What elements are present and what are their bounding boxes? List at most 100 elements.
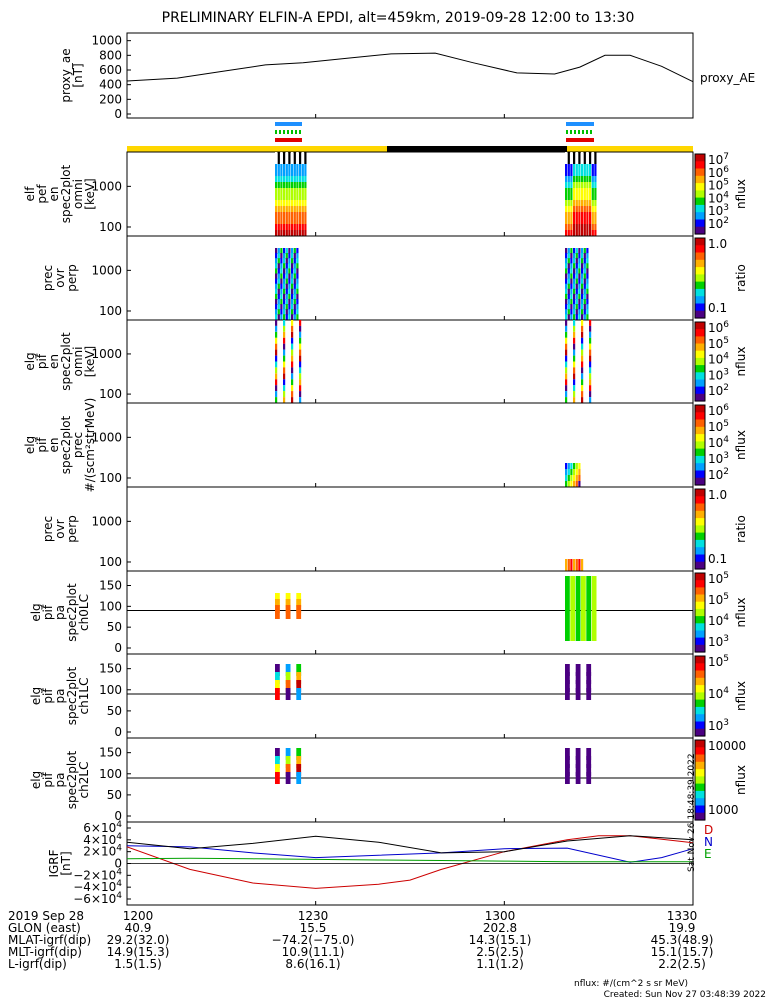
colorbar-swatch [695,212,705,221]
heatmap-cell [283,253,286,260]
colorbar-label: nflux [734,179,748,209]
igrf-legend-D: D [704,823,713,837]
heatmap-cell [301,224,304,230]
heatmap-cell [583,194,586,200]
heatmap-cell [280,170,283,176]
heatmap-cell [573,194,576,200]
heatmap-cell [291,206,294,212]
heatmap-cell [283,273,286,280]
heatmap-cell [567,176,570,182]
ephem-value: 8.6(16.1) [285,957,340,971]
heatmap-cell [589,170,592,176]
heatmap-cell [573,182,576,188]
heatmap-cell [565,397,568,403]
created-note: Created: Sun Nov 27 03:48:39 2022 [604,990,766,1000]
heatmap-cell [304,230,307,236]
heatmap-cell [293,253,296,260]
heatmap-cell [277,288,280,295]
heatmap-cell [275,361,278,368]
heatmap-cell [301,218,304,224]
heatmap-cell [578,469,581,475]
colorbar-swatch [695,190,705,199]
heatmap-cell [567,304,570,311]
heatmap-cell [581,212,584,218]
heatmap-cell [275,304,278,311]
heatmap-cell [586,615,592,628]
heatmap-cell [575,664,581,676]
heatmap-cell [570,589,576,602]
heatmap-cell [586,589,592,602]
colorbar-swatch [695,267,705,275]
colorbar-swatch [695,441,705,450]
ytick-label: 1000 [91,34,122,48]
colorbar-pa_ch0: 105 105 104 103 nflux [694,571,748,653]
heatmap-cell [296,273,299,280]
ylabel-line: proxy_ae [59,48,73,102]
heatmap-cell [586,288,589,295]
heatmap-cell [581,576,586,589]
heatmap-cell [285,176,288,182]
heatmap-cell [583,248,586,254]
colorbar-swatch [695,573,705,581]
colorbar-frame [694,488,706,570]
heatmap-cell [583,278,586,285]
heatmap-cell [285,283,288,290]
heatmap-cell [565,469,568,475]
heatmap-cell [275,164,278,170]
heatmap-cell [589,331,592,338]
heatmap-cell [275,176,278,182]
heatmap-cell [293,212,296,218]
heatmap-cell [301,212,304,218]
heatmap-cell [296,176,299,182]
heatmap-cell [275,320,278,326]
heatmap-cell [277,278,280,285]
quality-bar-green [287,130,289,134]
heatmap-cell [586,182,589,188]
heatmap-cell [277,230,280,236]
heatmap-cell [589,188,592,194]
colorbar-swatch [695,426,705,435]
colorbar-tick: 1000 [708,803,739,817]
ephem-value: 45.3(48.9) [651,933,714,947]
panel-elf_en_omni: 1000 100 [91,151,694,237]
heatmap-cell [591,158,594,164]
heatmap-cell [578,565,581,571]
heatmap-cell [575,628,581,641]
heatmap-cell [283,361,286,368]
heatmap-cell [299,194,302,200]
heatmap-cell [578,268,581,275]
heatmap-cell [280,283,283,290]
heatmap-cell [301,230,304,236]
heatmap-elf_en_omni [275,152,597,236]
heatmap-cell [578,176,581,182]
heatmap-cell [296,309,299,316]
heatmap-cell [586,253,589,260]
ephem-label: L-igrf(dip) [8,957,67,971]
heatmap-cell [573,343,576,350]
heatmap-cell [283,170,286,176]
heatmap-cell [291,361,294,368]
heatmap-cell [581,602,586,615]
ytick-label: 150 [99,662,122,676]
heatmap-cell [565,248,568,254]
colorbar-swatch [695,699,705,708]
heatmap-cell [581,367,584,374]
colorbar-tick: 103 [708,367,729,382]
heatmap-cell [573,385,576,392]
heatmap-cell [589,337,592,344]
heatmap-cell [299,218,302,224]
heatmap-cell [296,188,299,194]
heatmap-cell [567,230,570,236]
heatmap-cell [594,188,597,194]
heatmap-cell [291,367,294,374]
heatmap-cell [586,212,589,218]
panel-elf_pif_en_prec: 1000 100 [91,402,694,488]
heatmap-cell [291,283,294,290]
panels: 10008006004002000proxy_AE100010010001001… [73,32,755,906]
heatmap-cell [277,188,280,194]
heatmap-cell [283,288,286,295]
heatmap-cell [591,615,597,628]
quality-bar-green [582,130,584,134]
heatmap-cell [304,176,307,182]
